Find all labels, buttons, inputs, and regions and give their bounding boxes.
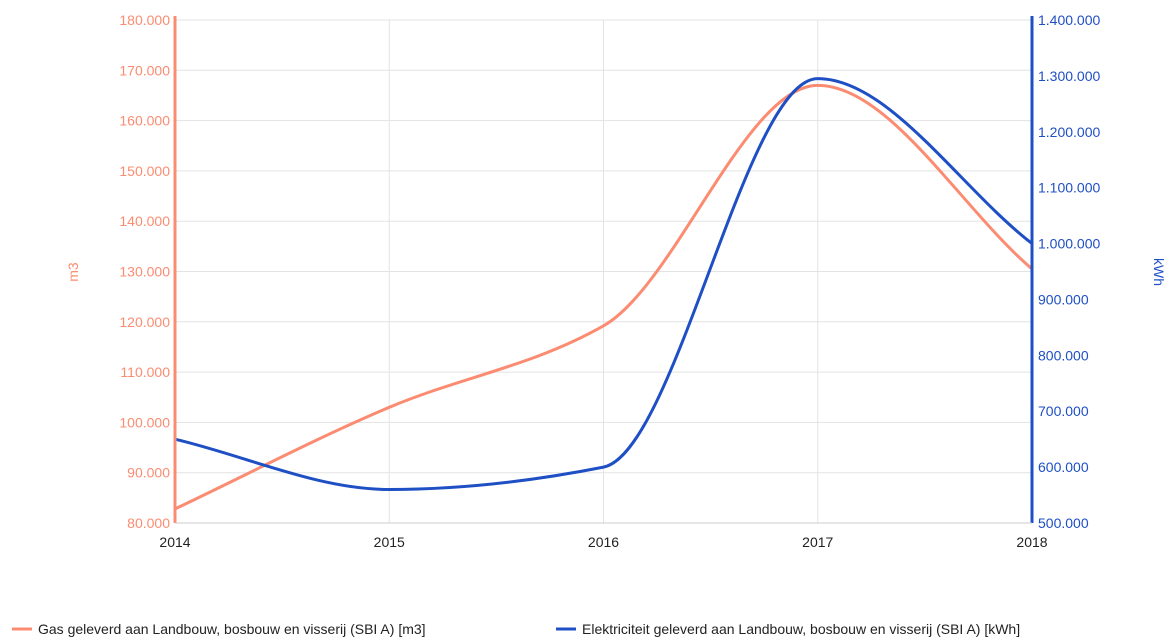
x-tick-label: 2016	[588, 534, 619, 550]
right-tick-label: 600.000	[1038, 459, 1089, 475]
right-tick-label: 700.000	[1038, 403, 1089, 419]
left-tick-label: 140.000	[119, 213, 170, 229]
right-tick-label: 1.400.000	[1038, 12, 1100, 28]
legend-item-gas[interactable]: Gas geleverd aan Landbouw, bosbouw en vi…	[12, 621, 426, 637]
right-tick-label: 800.000	[1038, 347, 1089, 363]
legend-label-gas: Gas geleverd aan Landbouw, bosbouw en vi…	[38, 621, 426, 637]
left-tick-label: 80.000	[127, 515, 170, 531]
left-tick-label: 100.000	[119, 414, 170, 430]
series-line-elektriciteit[interactable]	[173, 77, 1034, 491]
left-tick-label: 120.000	[119, 314, 170, 330]
right-tick-label: 1.200.000	[1038, 124, 1100, 140]
left-tick-label: 90.000	[127, 465, 170, 481]
right-tick-label: 1.100.000	[1038, 180, 1100, 196]
left-tick-label: 160.000	[119, 113, 170, 129]
x-tick-label: 2015	[374, 534, 405, 550]
left-tick-label: 110.000	[120, 364, 170, 380]
left-tick-label: 130.000	[119, 264, 170, 280]
series-line-gas[interactable]	[173, 83, 1034, 511]
right-tick-label: 1.300.000	[1038, 68, 1100, 84]
x-tick-label: 2018	[1016, 534, 1047, 550]
legend-label-elektriciteit: Elektriciteit geleverd aan Landbouw, bos…	[582, 621, 1020, 637]
tick-labels: 80.000 90.000 100.000 110.000 120.000 130.000…	[119, 12, 1100, 550]
left-tick-label: 150.000	[119, 163, 170, 179]
series-lines	[173, 77, 1034, 511]
x-tick-label: 2014	[159, 534, 190, 550]
left-tick-label: 170.000	[119, 62, 170, 78]
right-tick-label: 900.000	[1038, 291, 1089, 307]
left-tick-label: 180.000	[119, 12, 170, 28]
left-axis-title: m3	[65, 262, 81, 282]
legend: Gas geleverd aan Landbouw, bosbouw en vi…	[12, 621, 1020, 637]
legend-item-elektriciteit[interactable]: Elektriciteit geleverd aan Landbouw, bos…	[556, 621, 1020, 637]
right-tick-label: 1.000.000	[1038, 236, 1100, 252]
right-tick-label: 500.000	[1038, 515, 1089, 531]
right-axis-title: kWh	[1151, 258, 1167, 286]
axes	[173, 16, 1034, 524]
x-tick-label: 2017	[802, 534, 833, 550]
